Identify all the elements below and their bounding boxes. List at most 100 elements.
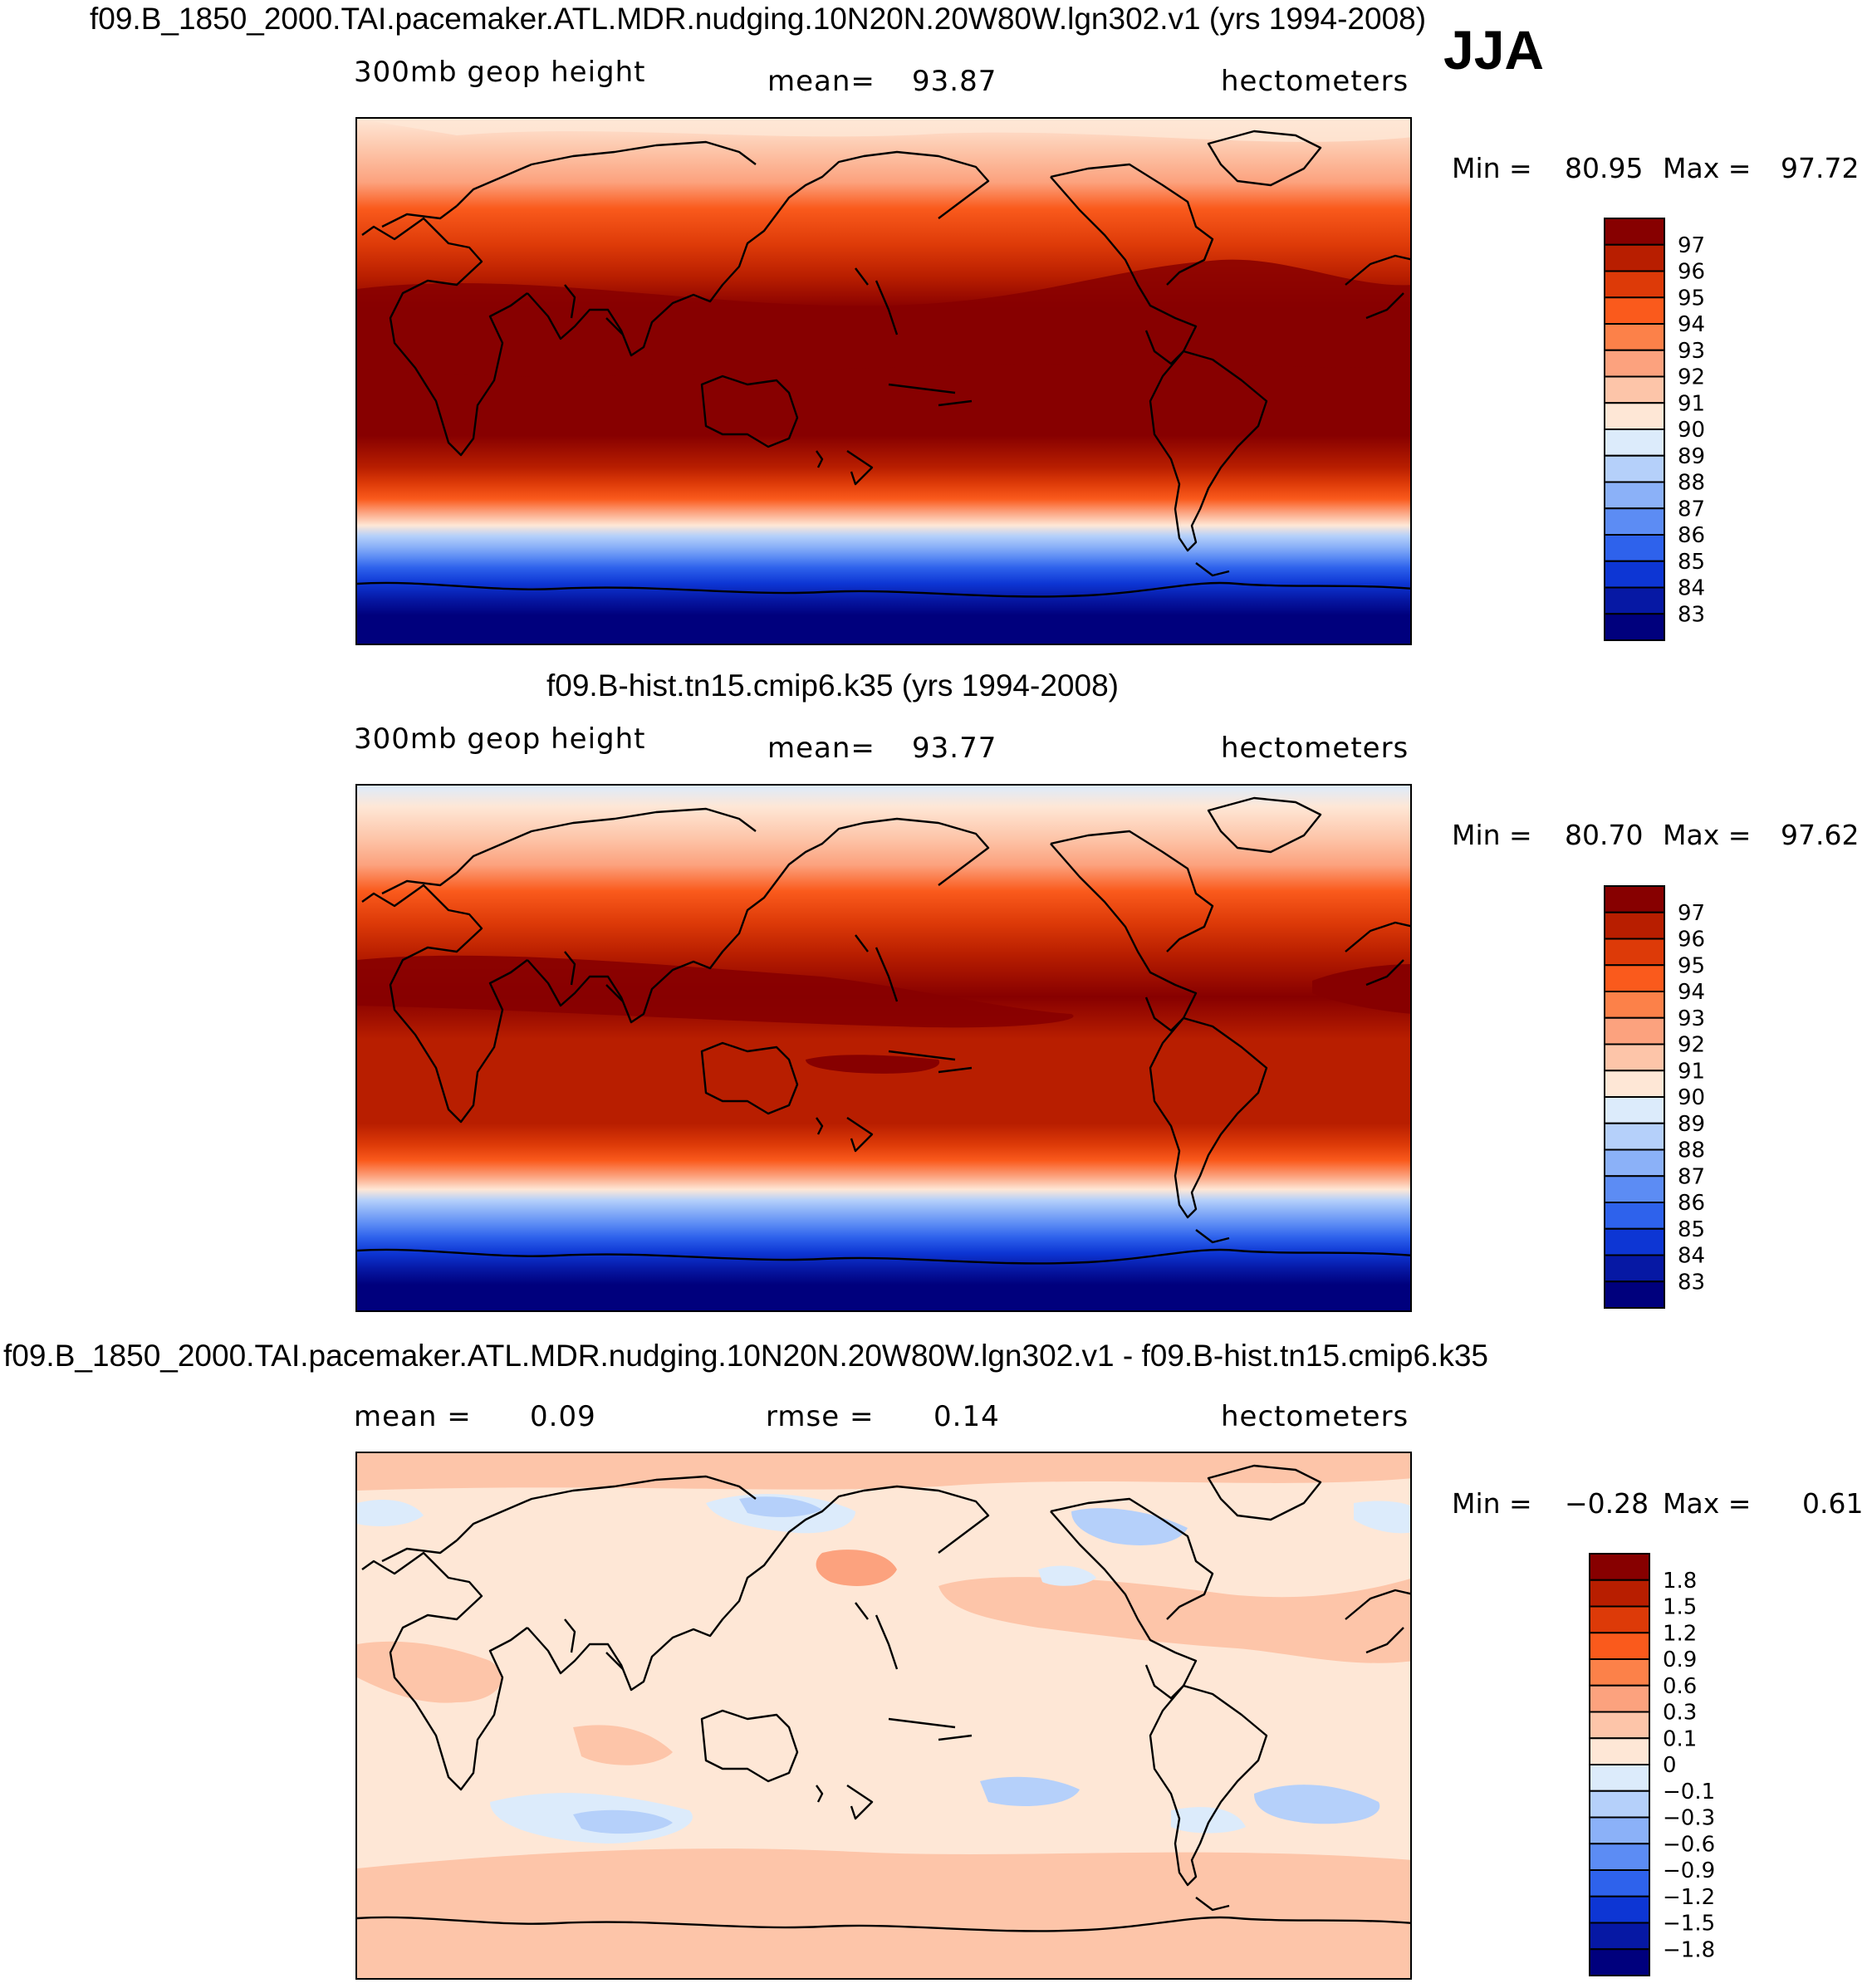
colorbar-tick-label: 85 <box>1678 550 1705 575</box>
colorbar-tick-label: 84 <box>1678 1244 1705 1269</box>
colorbar-tick-label: −0.1 <box>1663 1780 1715 1804</box>
colorbar-swatch <box>1604 375 1665 404</box>
colorbar-swatch <box>1589 1764 1650 1792</box>
colorbar-swatch <box>1589 1658 1650 1687</box>
colorbar-tick-label: 93 <box>1678 339 1705 364</box>
colorbar-tick-label: 91 <box>1678 391 1705 416</box>
panel3-rmse-value: 0.14 <box>934 1400 1000 1433</box>
colorbar-swatch <box>1589 1632 1650 1660</box>
panel1-units: hectometers <box>1221 65 1409 98</box>
colorbar-swatch <box>1604 1096 1665 1124</box>
colorbar-swatch <box>1604 560 1665 589</box>
colorbar-tick-label: 86 <box>1678 523 1705 548</box>
panel2-map-svg <box>357 786 1410 1310</box>
colorbar-swatch <box>1604 991 1665 1019</box>
colorbar-tick-label: 92 <box>1678 365 1705 390</box>
colorbar-swatch <box>1604 964 1665 992</box>
panel3-colorbar: 1.8 1.5 1.2 0.9 0.6 0.3 0.1 0 −0.1 −0.3 −0.6 −0.9 −1… <box>1588 1553 1737 1976</box>
season-label: JJA <box>1443 19 1545 81</box>
colorbar-swatch <box>1604 1280 1665 1309</box>
colorbar-swatch <box>1604 613 1665 641</box>
colorbar-swatch <box>1604 586 1665 615</box>
colorbar-tick-label: −1.5 <box>1663 1912 1715 1937</box>
colorbar-swatch <box>1604 534 1665 562</box>
colorbar-tick-label: 89 <box>1678 444 1705 469</box>
panel1-min-label: Min = <box>1452 152 1532 184</box>
colorbar-swatch <box>1604 1175 1665 1203</box>
panel3-units: hectometers <box>1221 1400 1409 1433</box>
colorbar-swatch <box>1589 1869 1650 1897</box>
colorbar-swatch <box>1604 885 1665 913</box>
colorbar-tick-label: 96 <box>1678 928 1705 952</box>
panel1-map-svg <box>357 119 1410 644</box>
colorbar-tick-label: 90 <box>1678 1085 1705 1110</box>
panel3-max-value: 0.61 <box>1802 1487 1864 1520</box>
colorbar-swatch <box>1604 454 1665 483</box>
panel2-variable: 300mb geop height <box>354 722 646 756</box>
colorbar-tick-label: −0.3 <box>1663 1806 1715 1831</box>
colorbar-tick-label: 92 <box>1678 1033 1705 1058</box>
panel2-min-label: Min = <box>1452 819 1532 851</box>
colorbar-swatch <box>1604 507 1665 536</box>
panel3-title: f09.B_1850_2000.TAI.pacemaker.ATL.MDR.nu… <box>3 1339 1488 1373</box>
colorbar-swatch <box>1604 349 1665 378</box>
colorbar-tick-label: 93 <box>1678 1006 1705 1031</box>
colorbar-swatch <box>1604 911 1665 940</box>
colorbar-tick-label: 94 <box>1678 312 1705 337</box>
panel3-min-label: Min = <box>1452 1487 1532 1520</box>
colorbar-tick-label: 83 <box>1678 602 1705 627</box>
panel3-min-value: −0.28 <box>1565 1487 1649 1520</box>
colorbar-swatch <box>1604 402 1665 430</box>
colorbar-swatch <box>1589 1922 1650 1951</box>
colorbar-tick-label: 0.3 <box>1663 1701 1697 1726</box>
colorbar-tick-label: −0.6 <box>1663 1832 1715 1857</box>
panel2-min-value: 80.70 <box>1565 819 1644 851</box>
panel2-map <box>355 784 1412 1312</box>
colorbar-swatch <box>1589 1711 1650 1740</box>
colorbar-swatch <box>1604 1016 1665 1045</box>
colorbar-swatch <box>1589 1843 1650 1871</box>
colorbar-tick-label: 91 <box>1678 1059 1705 1084</box>
colorbar-tick-label: 0.6 <box>1663 1674 1697 1699</box>
panel3-rmse-label: rmse = <box>766 1400 875 1433</box>
colorbar-swatch <box>1589 1948 1650 1976</box>
panel1-mean-value: 93.87 <box>912 65 997 98</box>
panel3-map <box>355 1452 1412 1980</box>
panel2-max-label: Max = <box>1663 819 1752 851</box>
panel2-mean-value: 93.77 <box>912 732 997 765</box>
colorbar-swatch <box>1589 1816 1650 1845</box>
colorbar-swatch <box>1604 1227 1665 1256</box>
panel1-variable: 300mb geop height <box>354 56 646 89</box>
colorbar-tick-label: 89 <box>1678 1112 1705 1137</box>
colorbar-tick-label: 90 <box>1678 418 1705 443</box>
panel1-title: f09.B_1850_2000.TAI.pacemaker.ATL.MDR.nu… <box>90 2 1427 36</box>
panel1-mean-label: mean= <box>767 65 875 98</box>
colorbar-swatch <box>1589 1605 1650 1634</box>
colorbar-swatch <box>1589 1553 1650 1581</box>
panel3-colorbar-svg: 1.81.51.20.90.60.30.10−0.1−0.3−0.6−0.9−1… <box>1589 1553 1715 1976</box>
panel2-colorbar: 97 96 95 94 93 92 91 90 89 88 87 86 85 84 83 <box>1603 885 1736 1309</box>
colorbar-tick-label: 95 <box>1678 286 1705 311</box>
colorbar-swatch <box>1604 243 1665 272</box>
colorbar-swatch <box>1589 1684 1650 1713</box>
colorbar-swatch <box>1604 270 1665 299</box>
colorbar-swatch <box>1604 1122 1665 1151</box>
colorbar-tick-label: −1.8 <box>1663 1937 1715 1962</box>
colorbar-swatch <box>1604 323 1665 351</box>
panel1-colorbar: 97 96 95 94 93 92 91 90 89 88 87 86 85 84 83 <box>1603 218 1736 641</box>
colorbar-tick-label: −1.2 <box>1663 1885 1715 1910</box>
colorbar-tick-label: 97 <box>1678 901 1705 926</box>
colorbar-swatch <box>1589 1737 1650 1765</box>
colorbar-swatch <box>1589 1790 1650 1819</box>
colorbar-tick-label: 0 <box>1663 1753 1677 1778</box>
colorbar-swatch <box>1604 1202 1665 1230</box>
colorbar-swatch <box>1604 1254 1665 1283</box>
colorbar-swatch <box>1604 1043 1665 1072</box>
colorbar-swatch <box>1589 1579 1650 1608</box>
colorbar-swatch <box>1604 296 1665 325</box>
panel3-max-label: Max = <box>1663 1487 1752 1520</box>
colorbar-tick-label: 86 <box>1678 1191 1705 1216</box>
colorbar-tick-label: 1.8 <box>1663 1569 1697 1594</box>
colorbar-tick-label: −0.9 <box>1663 1858 1715 1883</box>
